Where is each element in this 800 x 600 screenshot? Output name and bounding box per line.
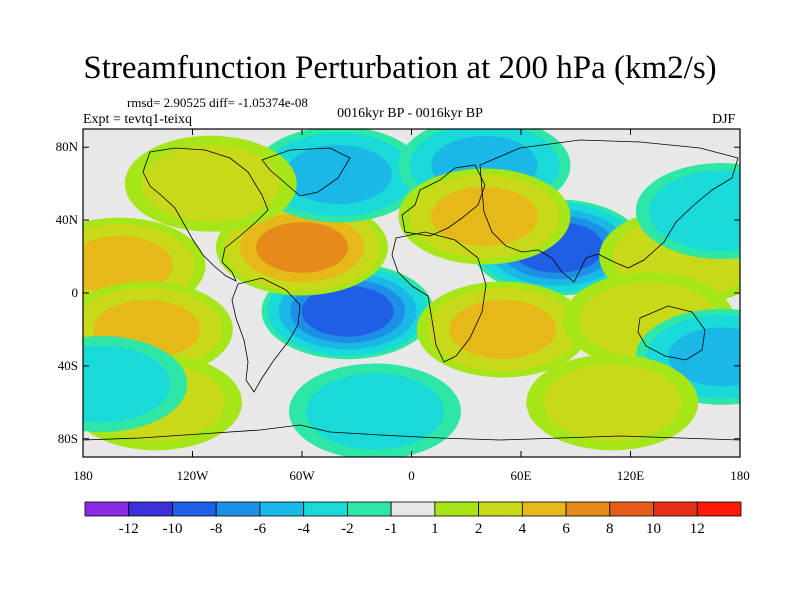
colorbar-box — [565, 501, 611, 517]
axis-ticks — [82, 129, 741, 457]
colorbar-box — [696, 501, 742, 517]
colorbar-box — [609, 501, 654, 517]
coast-asia — [479, 139, 739, 283]
colorbar-label: -8 — [210, 521, 223, 537]
anomaly-indian-ocean-high — [416, 281, 589, 378]
colorbar: -12 -10 -8 -6 -4 -2 -1 1 2 4 6 8 10 12 — [84, 501, 742, 537]
colorbar-label: -10 — [162, 521, 182, 537]
colorbar-label: -1 — [385, 521, 398, 537]
x-axis-label: 180 — [730, 468, 750, 483]
x-axis-label: 0 — [408, 468, 415, 483]
anomaly-layer — [83, 129, 740, 457]
coastlines — [83, 139, 740, 441]
colorbar-label: 4 — [519, 521, 527, 537]
colorbar-label: -2 — [341, 521, 354, 537]
period-label: 0016kyr BP - 0016kyr BP — [337, 106, 483, 121]
x-axis-label: 180 — [73, 468, 93, 483]
anomaly-eurasia-high — [398, 168, 571, 265]
x-axis-label: 120W — [177, 468, 210, 483]
y-axis-labels: 80N 40N 0 40S 80S — [56, 139, 79, 446]
coast-antarctica — [83, 424, 740, 441]
anomaly-contour — [668, 327, 740, 387]
colorbar-box — [84, 501, 130, 517]
colorbar-label: -12 — [119, 521, 139, 537]
coast-europe — [401, 164, 486, 237]
y-axis-label: 0 — [72, 285, 79, 300]
colorbar-box — [653, 501, 698, 517]
coast-africa — [391, 231, 487, 363]
colorbar-box — [303, 501, 348, 517]
map-area: 80N 40N 0 40S 80S 180 120W 60W 0 60E 120E 180 — [56, 128, 750, 483]
y-axis-label: 80N — [56, 139, 79, 154]
season-label: DJF — [712, 112, 736, 127]
anomaly-contour — [285, 145, 392, 205]
colorbar-box — [478, 501, 523, 517]
coast-south-america — [231, 277, 301, 393]
colorbar-box — [172, 501, 217, 517]
anomaly-contour — [431, 187, 538, 246]
colorbar-box — [128, 501, 173, 517]
plot-title: Streamfunction Perturbation at 200 hPa (… — [83, 50, 717, 86]
y-axis-label: 40N — [56, 212, 79, 227]
colorbar-label: -4 — [297, 521, 310, 537]
colorbar-box — [521, 501, 567, 517]
anomaly-contour — [83, 345, 171, 423]
colorbar-label: 6 — [562, 521, 570, 537]
anomaly-north-america-high — [124, 135, 297, 232]
anomaly-far-east-pacific-low — [83, 336, 188, 433]
anomaly-contour — [649, 170, 740, 252]
colorbar-label: 10 — [646, 521, 661, 537]
stats-line: rmsd= 2.90525 diff= -1.05374e-08 — [127, 95, 308, 110]
colorbar-label: 1 — [431, 521, 439, 537]
coast-north-america — [142, 147, 269, 282]
anomaly-south-indian-high — [526, 354, 699, 451]
y-axis-label: 40S — [58, 358, 78, 373]
colorbar-label: 2 — [475, 521, 483, 537]
coast-australia — [637, 305, 706, 361]
experiment-label: Expt = tevtq1-teixq — [83, 112, 192, 127]
anomaly-north-pacific-low — [635, 163, 740, 259]
colorbar-label: 12 — [690, 521, 705, 537]
x-axis-label: 60E — [511, 468, 532, 483]
colorbar-boxes — [84, 501, 742, 517]
x-axis-labels: 180 120W 60W 0 60E 120E 180 — [73, 468, 750, 483]
colorbar-box — [215, 501, 261, 517]
anomaly-southern-ocean-band — [289, 363, 461, 457]
anomaly-contour — [543, 364, 682, 441]
colorbar-box — [259, 501, 305, 517]
colorbar-labels: -12 -10 -8 -6 -4 -2 -1 1 2 4 6 8 10 12 — [119, 521, 705, 537]
anomaly-contour — [256, 222, 348, 273]
anomaly-contour — [141, 145, 280, 222]
x-axis-label: 120E — [617, 468, 645, 483]
colorbar-box — [390, 501, 436, 517]
coast-greenland — [261, 147, 351, 197]
anomaly-contour — [83, 236, 173, 296]
colorbar-box — [346, 501, 392, 517]
anomaly-north-atlantic-high — [216, 199, 388, 296]
y-axis-label: 80S — [58, 431, 78, 446]
colorbar-label: -6 — [254, 521, 267, 537]
anomaly-contour — [306, 373, 444, 450]
anomaly-contour — [449, 299, 557, 359]
colorbar-label: 8 — [606, 521, 614, 537]
anomaly-contour — [301, 285, 394, 337]
colorbar-box — [434, 501, 480, 517]
x-axis-label: 60W — [289, 468, 315, 483]
